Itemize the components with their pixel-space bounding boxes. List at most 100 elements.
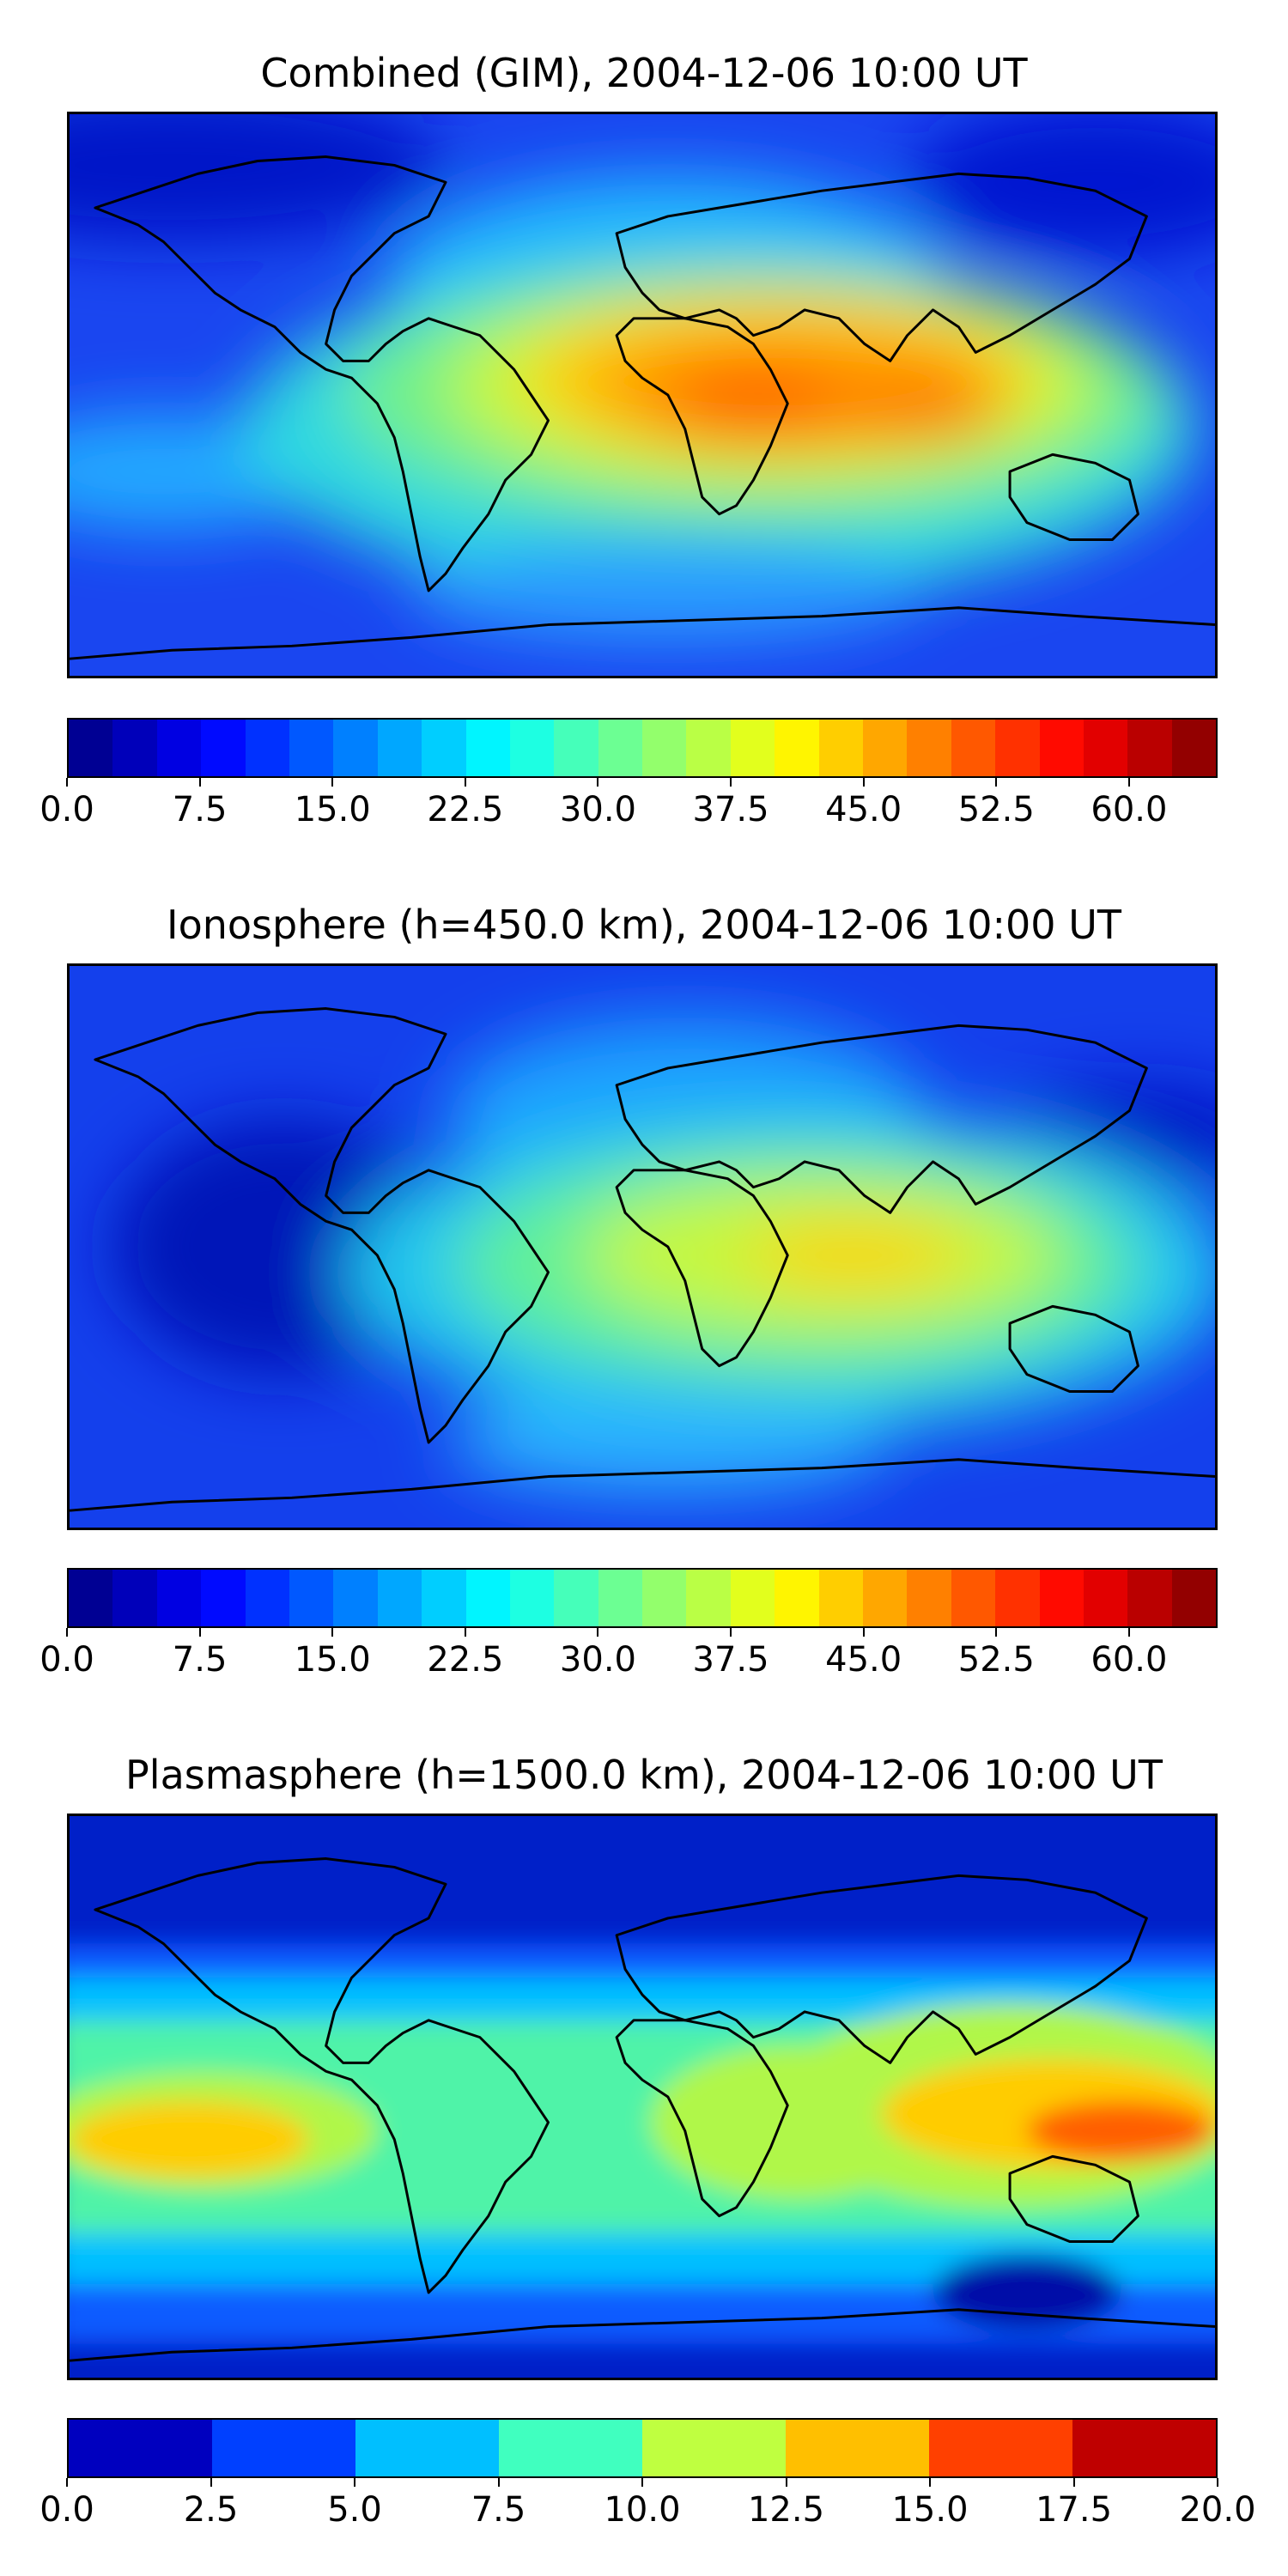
colorbar-segment [1171, 720, 1217, 776]
colorbar-tick-label: 30.0 [559, 790, 636, 829]
africa-outline [615, 2019, 789, 2218]
colorbar-tick-mark [730, 1628, 732, 1637]
colorbar-ionosphere [67, 1568, 1218, 1628]
colorbar-segment [245, 1570, 289, 1626]
colorbar-segment [1039, 720, 1084, 776]
colorbar-segment [686, 720, 731, 776]
colorbar-segment [333, 1570, 378, 1626]
colorbar-segment [333, 720, 378, 776]
colorbar-tick-mark [641, 2478, 643, 2487]
colorbar-tick-label: 60.0 [1091, 790, 1168, 829]
colorbar-segment [69, 720, 113, 776]
colorbar-tick-label: 15.0 [294, 790, 371, 829]
australia-outline [1008, 453, 1139, 541]
colorbar-tick-label: 22.5 [427, 1640, 504, 1680]
colorbar-tick-label: 30.0 [559, 1640, 636, 1680]
colorbar-tick-label: 2.5 [183, 2490, 239, 2530]
colorbar-segment [642, 1570, 687, 1626]
colorbar-tick-label: 52.5 [957, 790, 1035, 829]
colorbar-tick-mark [66, 778, 68, 787]
colorbar-segment [554, 1570, 598, 1626]
colorbar-ticks-combined: 0.0 7.5 15.0 22.5 30.0 37.5 45.0 52.5 60.0 [39, 778, 1218, 829]
colorbar-segment [465, 720, 510, 776]
colorbar-tick-mark [198, 778, 201, 787]
colorbar-segment [289, 720, 334, 776]
colorbar-segment [499, 2420, 642, 2476]
colorbar-tick-label: 0.0 [39, 790, 94, 829]
colorbar-segment [598, 720, 643, 776]
colorbar-tick-mark [210, 2478, 212, 2487]
colorbar-tick-label: 7.5 [172, 1640, 228, 1680]
colorbar-tick-label: 22.5 [427, 790, 504, 829]
colorbar-tick-mark [1217, 2478, 1218, 2487]
colorbar-tick-label: 7.5 [471, 2490, 526, 2530]
colorbar-segment [1039, 1570, 1084, 1626]
colorbar-tick-mark [331, 778, 334, 787]
colorbar-segment [642, 720, 687, 776]
colorbar-segment [1127, 720, 1172, 776]
colorbar-plasmasphere [67, 2418, 1218, 2478]
antarctica-outline [70, 606, 1215, 660]
australia-outline [1008, 2154, 1139, 2243]
colorbar-segment [775, 1570, 819, 1626]
africa-outline [615, 1169, 789, 1368]
colorbar-tick-mark [464, 778, 466, 787]
colorbar-segment [951, 720, 996, 776]
colorbar-tick-mark [1127, 1628, 1130, 1637]
colorbar-tick-mark [464, 1628, 466, 1637]
colorbar-tick-mark [995, 1628, 998, 1637]
colorbar-tick-mark [1127, 778, 1130, 787]
colorbar-tick-mark [597, 778, 599, 787]
colorbar-segment [422, 720, 466, 776]
colorbar-tick-mark [730, 778, 732, 787]
colorbar-tick-label: 0.0 [39, 2490, 94, 2530]
colorbar-segment [730, 1570, 775, 1626]
colorbar-segment [951, 1570, 996, 1626]
colorbar-tick-mark [995, 778, 998, 787]
panel-title-ionosphere: Ionosphere (h=450.0 km), 2004-12-06 10:0… [167, 902, 1121, 948]
eurasia-outline [615, 1024, 1148, 1214]
colorbar-segment [818, 720, 864, 776]
map-plasmasphere [67, 1814, 1218, 2380]
colorbar-segment [377, 1570, 422, 1626]
colorbar-segment [686, 1570, 731, 1626]
colorbar-tick-label: 10.0 [604, 2490, 681, 2530]
americas-outline [94, 1857, 550, 2294]
coastlines [70, 1007, 1215, 1512]
colorbar-segment [929, 2420, 1072, 2476]
colorbar-tick-mark [354, 2478, 355, 2487]
colorbar-tick-mark [862, 778, 865, 787]
australia-outline [1008, 1304, 1139, 1393]
colorbar-segment [1072, 2420, 1216, 2476]
colorbar-segment [355, 2420, 499, 2476]
colorbar-ticks-plasmasphere: 0.0 2.5 5.0 7.5 10.0 12.5 15.0 17.5 20.0 [39, 2478, 1256, 2530]
colorbar-segment [554, 720, 598, 776]
panel-title-plasmasphere: Plasmasphere (h=1500.0 km), 2004-12-06 1… [125, 1752, 1163, 1798]
colorbar-segment [1127, 1570, 1172, 1626]
colorbar-segment [1083, 720, 1128, 776]
colorbar-segment [156, 720, 202, 776]
colorbar-segment [422, 1570, 466, 1626]
colorbar-segment [69, 2420, 212, 2476]
colorbar-tick-mark [331, 1628, 334, 1637]
colorbar-segment [775, 720, 819, 776]
colorbar-tick-label: 37.5 [692, 790, 769, 829]
coastlines [70, 155, 1215, 660]
colorbar-tick-label: 12.5 [747, 2490, 825, 2530]
colorbar-tick-label: 15.0 [891, 2490, 969, 2530]
colorbar-tick-label: 15.0 [294, 1640, 371, 1680]
map-combined [67, 112, 1218, 678]
colorbar-tick-label: 52.5 [957, 1640, 1035, 1680]
colorbar-segment [112, 720, 157, 776]
colorbar-combined [67, 718, 1218, 778]
colorbar-tick-label: 45.0 [825, 790, 902, 829]
panel-title-combined: Combined (GIM), 2004-12-06 10:00 UT [260, 50, 1028, 96]
colorbar-segment [509, 1570, 555, 1626]
colorbar-segment [1083, 1570, 1128, 1626]
colorbar-segment [201, 1570, 246, 1626]
colorbar-segment [245, 720, 289, 776]
colorbar-tick-mark [497, 2478, 500, 2487]
colorbar-segment [730, 720, 775, 776]
colorbar-tick-label: 20.0 [1179, 2490, 1256, 2530]
colorbar-tick-mark [1072, 2478, 1075, 2487]
